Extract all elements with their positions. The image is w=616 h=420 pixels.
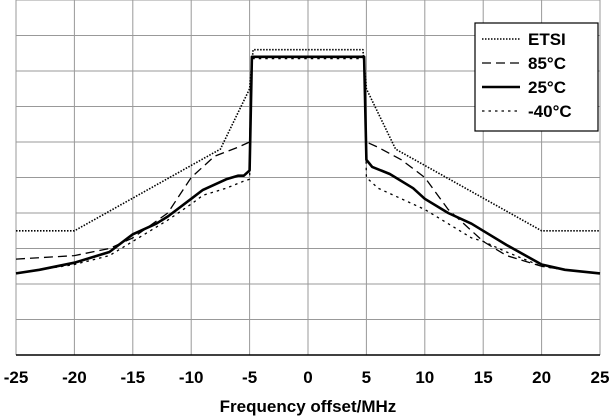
series-lines: [15, 48, 601, 275]
legend-box: [474, 22, 599, 132]
x-tick-label-6: 5: [362, 368, 371, 387]
x-tick-label-10: 25: [591, 368, 610, 387]
legend-label-0: ETSI: [528, 30, 566, 49]
series-line-2: [15, 55, 601, 275]
x-tick-label-7: 10: [415, 368, 434, 387]
x-axis-label: Frequency offset/MHz: [220, 397, 397, 416]
grid: [15, 0, 601, 356]
legend-label-1: 85°C: [528, 54, 566, 73]
series-line-0: [16, 48, 600, 232]
x-tick-label-5: 0: [303, 368, 312, 387]
series-line-3: [15, 57, 601, 275]
x-tick-label-8: 15: [474, 368, 493, 387]
legend-label-2: 25°C: [528, 78, 566, 97]
legend: ETSI 85°C 25°C -40°C: [474, 22, 599, 132]
x-tick-label-4: -5: [242, 368, 257, 387]
x-tick-label-1: -20: [62, 368, 87, 387]
x-tick-label-9: 20: [532, 368, 551, 387]
x-axis-ticks: -25 -20 -15 -10 -5 0 5 10 15 20 25: [4, 368, 610, 387]
x-tick-label-2: -15: [121, 368, 146, 387]
x-tick-label-3: -10: [179, 368, 204, 387]
x-tick-label-0: -25: [4, 368, 29, 387]
legend-label-3: -40°C: [528, 102, 572, 121]
